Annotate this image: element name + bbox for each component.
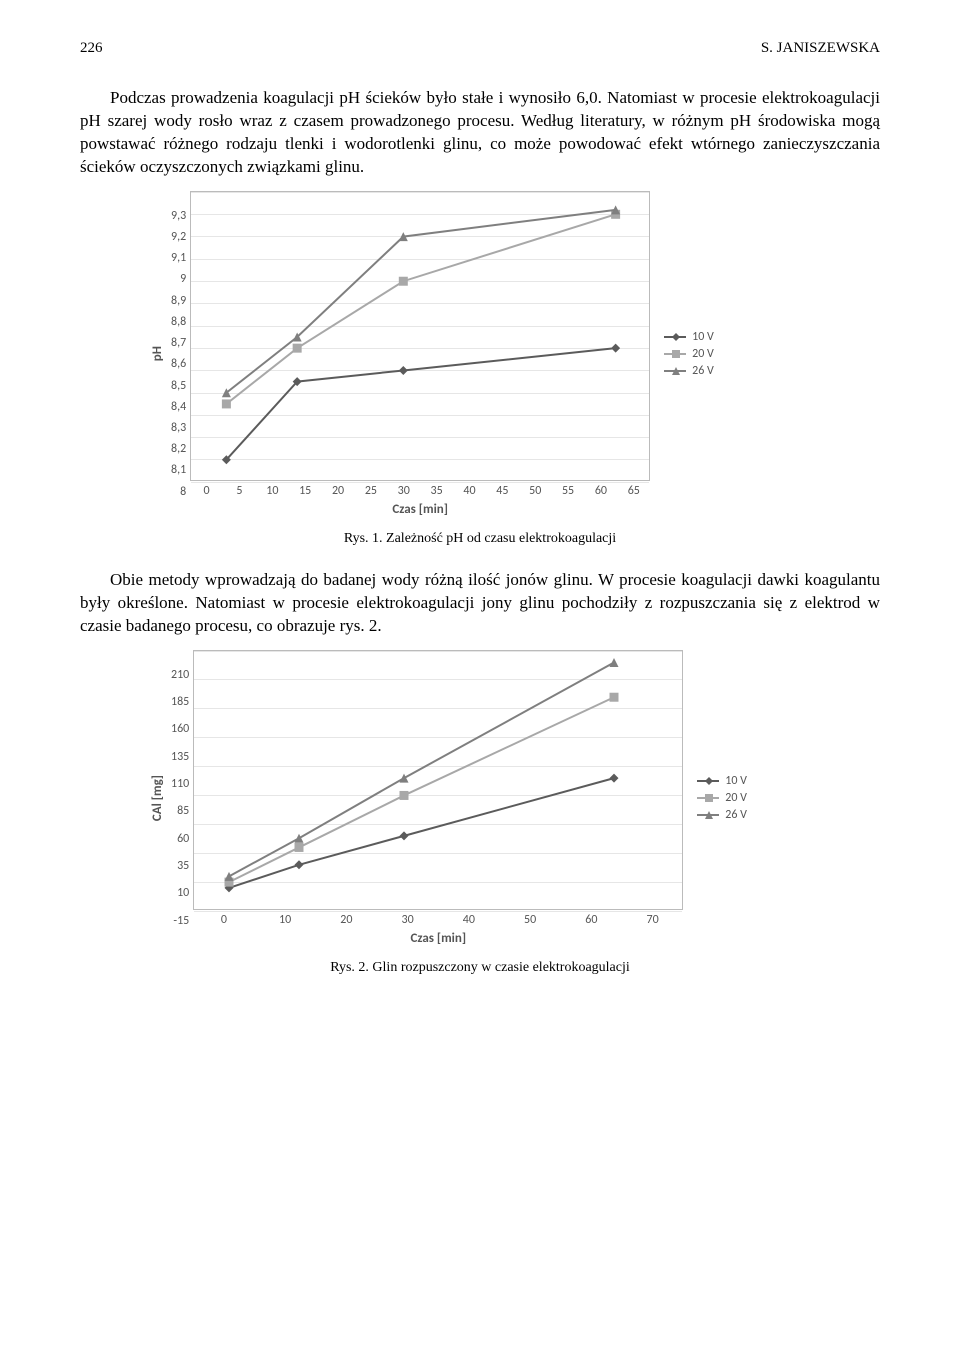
chart1-y-title: pH (150, 346, 165, 361)
y-tick-label: 9,3 (171, 209, 186, 223)
x-tick-label: 15 (289, 484, 322, 498)
x-tick-label: 65 (617, 484, 650, 498)
chart-series (194, 651, 684, 911)
y-tick-label: 160 (171, 722, 189, 736)
figure-1: pH 9,3 9,2 9,1 9 8,9 8,8 8,7 8,6 8,5 8,4 8,3 8,2 8,1… (150, 191, 810, 517)
chart2-y-ticks: 210 185 160 135 110 85 60 35 10 -15 (171, 668, 189, 928)
y-tick-label: 35 (171, 859, 189, 873)
y-tick-label: 9,2 (171, 230, 186, 244)
legend-item: 10 V (664, 330, 714, 344)
x-tick-label: 30 (387, 484, 420, 498)
x-tick-label: 10 (256, 484, 289, 498)
x-tick-label: 20 (322, 484, 355, 498)
figure-1-caption: Rys. 1. Zależność pH od czasu elektrokoa… (80, 531, 880, 547)
x-tick-label: 55 (552, 484, 585, 498)
chart1-x-title: Czas [min] (190, 502, 650, 517)
y-tick-label: 8,3 (171, 421, 186, 435)
x-tick-label: 60 (584, 484, 617, 498)
legend-label: 20 V (725, 791, 747, 805)
legend-item: 10 V (697, 774, 747, 788)
y-tick-label: 85 (171, 804, 189, 818)
legend-line-icon (697, 797, 719, 799)
x-tick-label: 70 (622, 913, 683, 927)
page-number: 226 (80, 40, 103, 57)
legend-label: 26 V (725, 808, 747, 822)
x-tick-label: 40 (453, 484, 486, 498)
x-tick-label: 35 (420, 484, 453, 498)
y-tick-label: 8 (171, 485, 186, 499)
legend-label: 26 V (692, 364, 714, 378)
paragraph-1: Podczas prowadzenia koagulacji pH ściekó… (80, 87, 880, 179)
y-tick-label: 8,2 (171, 442, 186, 456)
figure-2-caption: Rys. 2. Glin rozpuszczony w czasie elekt… (80, 960, 880, 976)
y-tick-label: 60 (171, 832, 189, 846)
y-tick-label: 8,5 (171, 379, 186, 393)
y-tick-label: 135 (171, 750, 189, 764)
y-tick-label: 185 (171, 695, 189, 709)
chart1-legend: 10 V 20 V 26 V (664, 327, 714, 381)
legend-line-icon (697, 780, 719, 782)
legend-line-icon (664, 353, 686, 355)
y-tick-label: 8,9 (171, 294, 186, 308)
chart-series (191, 192, 651, 482)
y-tick-label: 10 (171, 886, 189, 900)
gridline (191, 482, 649, 483)
legend-item: 20 V (664, 347, 714, 361)
x-tick-label: 0 (193, 913, 254, 927)
chart2-y-title: CAl [mg] (150, 775, 165, 821)
x-tick-label: 50 (500, 913, 561, 927)
legend-line-icon (697, 814, 719, 816)
legend-item: 26 V (697, 808, 747, 822)
y-tick-label: 8,4 (171, 400, 186, 414)
x-tick-label: 50 (519, 484, 552, 498)
y-tick-label: 110 (171, 777, 189, 791)
gridline (194, 911, 682, 912)
x-tick-label: 5 (223, 484, 256, 498)
page-header: 226 S. JANISZEWSKA (80, 40, 880, 57)
running-head: S. JANISZEWSKA (761, 40, 880, 57)
y-tick-label: 8,7 (171, 336, 186, 350)
chart1-x-ticks: 05101520253035404550556065 (190, 484, 650, 498)
legend-line-icon (664, 370, 686, 372)
x-tick-label: 45 (486, 484, 519, 498)
legend-line-icon (664, 336, 686, 338)
chart2-x-ticks: 010203040506070 (193, 913, 683, 927)
chart2-legend: 10 V 20 V 26 V (697, 771, 747, 825)
y-tick-label: -15 (171, 914, 189, 928)
legend-item: 26 V (664, 364, 714, 378)
x-tick-label: 20 (316, 913, 377, 927)
chart2-plot-area (193, 650, 683, 910)
y-tick-label: 8,8 (171, 315, 186, 329)
y-tick-label: 8,6 (171, 357, 186, 371)
x-tick-label: 60 (561, 913, 622, 927)
x-tick-label: 0 (190, 484, 223, 498)
legend-item: 20 V (697, 791, 747, 805)
y-tick-label: 9 (171, 272, 186, 286)
y-tick-label: 210 (171, 668, 189, 682)
x-tick-label: 40 (438, 913, 499, 927)
y-tick-label: 8,1 (171, 463, 186, 477)
chart1-plot-area (190, 191, 650, 481)
y-tick-label: 9,1 (171, 251, 186, 265)
x-tick-label: 10 (255, 913, 316, 927)
legend-label: 10 V (692, 330, 714, 344)
figure-2: CAl [mg] 21018516013511085603510-15 0102… (150, 650, 810, 946)
legend-label: 20 V (692, 347, 714, 361)
legend-label: 10 V (725, 774, 747, 788)
x-tick-label: 25 (354, 484, 387, 498)
chart1-y-ticks: 9,3 9,2 9,1 9 8,9 8,8 8,7 8,6 8,5 8,4 8,3 8,2 8,1 8 (171, 209, 186, 499)
chart2-x-title: Czas [min] (193, 931, 683, 946)
paragraph-2: Obie metody wprowadzają do badanej wody … (80, 569, 880, 638)
x-tick-label: 30 (377, 913, 438, 927)
